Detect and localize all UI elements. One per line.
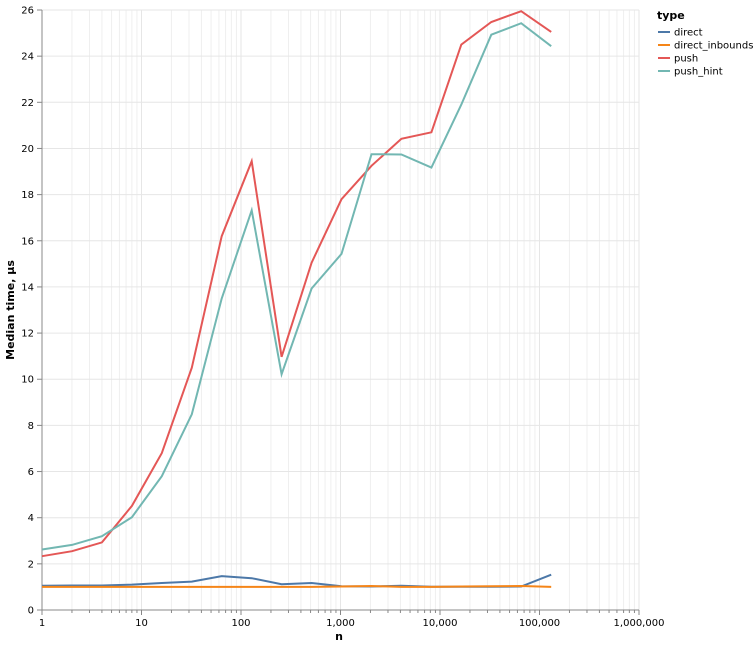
x-axis-ticks: 1 10 100 1,000 10,000 100,000 1,000,000 <box>39 610 665 629</box>
x-tick-label: 100 <box>231 618 250 629</box>
series-line-push <box>41 10 552 558</box>
x-tick-label: 10 <box>135 618 148 629</box>
y-tick-label: 24 <box>21 52 34 63</box>
y-tick-label: 12 <box>21 329 34 340</box>
y-tick-label: 18 <box>21 190 34 201</box>
y-tick-label: 26 <box>21 6 34 17</box>
series-lines <box>41 10 552 588</box>
x-tick-label: 10,000 <box>423 618 458 629</box>
legend-label-push-hint: push_hint <box>674 67 723 78</box>
grid <box>41 9 640 611</box>
y-tick-label: 20 <box>21 144 34 155</box>
x-tick-label: 1,000 <box>326 618 355 629</box>
legend-title: type <box>657 9 685 22</box>
y-axis-title: Median time, µs <box>4 260 17 360</box>
y-tick-label: 2 <box>28 559 34 570</box>
y-tick-label: 0 <box>28 606 34 617</box>
series-line-direct <box>41 573 552 588</box>
series-line-push-hint <box>41 22 552 551</box>
y-tick-label: 16 <box>21 236 34 247</box>
x-tick-label: 100,000 <box>519 618 560 629</box>
legend-label-push: push <box>674 54 698 65</box>
x-axis-title: n <box>335 630 343 643</box>
y-tick-label: 10 <box>21 375 34 386</box>
y-tick-label: 14 <box>21 282 34 293</box>
y-tick-label: 22 <box>21 98 34 109</box>
y-tick-label: 6 <box>28 467 34 478</box>
series-line-direct-inbounds <box>42 584 552 588</box>
legend-label-direct: direct <box>674 28 703 39</box>
x-tick-label: 1,000,000 <box>614 618 665 629</box>
y-tick-label: 8 <box>28 421 34 432</box>
legend-label-direct-inbounds: direct_inbounds <box>674 41 753 52</box>
x-tick-label: 1 <box>39 618 45 629</box>
y-tick-label: 4 <box>28 513 34 524</box>
